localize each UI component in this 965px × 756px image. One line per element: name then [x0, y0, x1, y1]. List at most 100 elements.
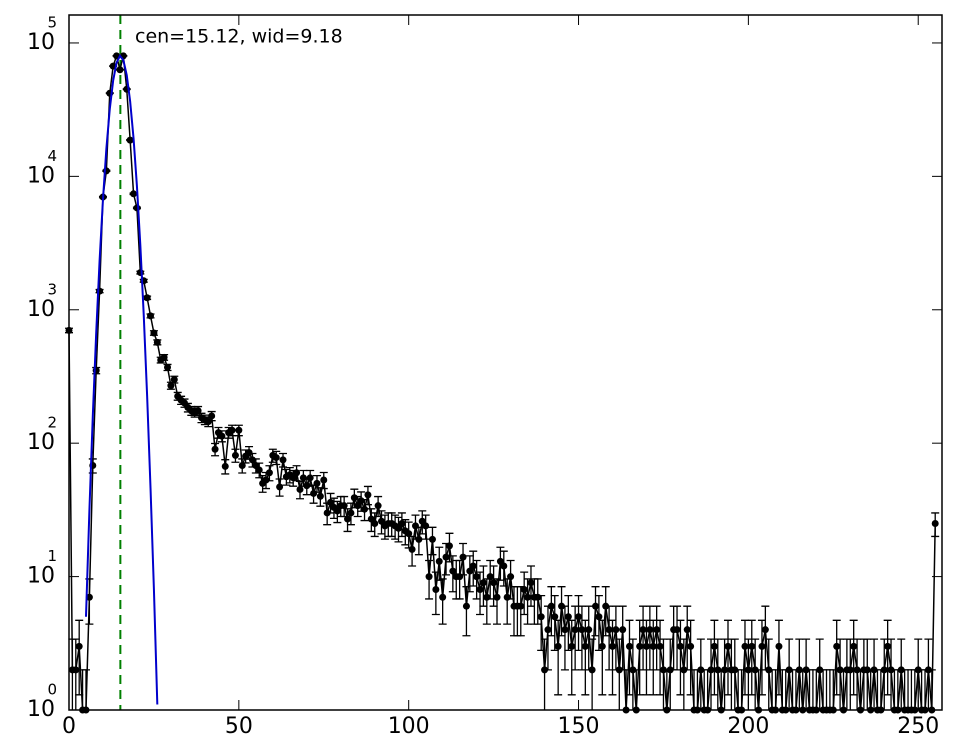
plot-area [69, 15, 942, 710]
data-point [547, 602, 555, 610]
plot-frame [68, 14, 943, 711]
data-point [354, 502, 362, 510]
error-bar [764, 638, 773, 710]
data-point [459, 553, 467, 561]
error-bar [550, 594, 559, 651]
error-bar [537, 594, 546, 651]
error-bar [785, 638, 794, 710]
data-point [493, 593, 501, 601]
data-point [673, 626, 681, 634]
data-point [456, 573, 464, 581]
error-bar [713, 638, 722, 710]
error-bar [880, 638, 889, 710]
error-bar [594, 594, 603, 651]
error-bar [795, 638, 804, 710]
data-point [884, 642, 892, 650]
y-tick-label: 10 [27, 297, 55, 322]
data-point [415, 535, 423, 543]
error-bar [676, 619, 685, 696]
data-point [262, 476, 270, 484]
data-point [592, 602, 600, 610]
data-point [344, 515, 352, 523]
error-bar [673, 605, 682, 671]
data-point [130, 190, 138, 198]
data-point [75, 642, 83, 650]
data-point [758, 642, 766, 650]
error-bar [730, 638, 739, 710]
data-point [126, 136, 134, 144]
data-point [428, 535, 436, 543]
data-point [350, 494, 358, 502]
error-bar [771, 669, 780, 710]
data-point [687, 642, 695, 650]
y-tick-exponent: 4 [47, 147, 57, 165]
error-bar [81, 669, 90, 710]
data-point [211, 445, 219, 453]
data-point [707, 666, 715, 674]
data-point [143, 294, 151, 302]
data-point [313, 479, 321, 487]
data-point [612, 626, 620, 634]
data-point [170, 376, 178, 384]
y-tick-exponent: 5 [47, 13, 57, 31]
error-bar [686, 619, 695, 696]
data-point [147, 312, 155, 320]
x-tick-label: 250 [897, 714, 939, 739]
data-point [588, 666, 596, 674]
data-point [361, 505, 369, 513]
error-bar [656, 619, 665, 696]
data-point [598, 642, 606, 650]
data-point [340, 502, 348, 510]
data-point [748, 642, 756, 650]
data-point [248, 456, 256, 464]
data-point [724, 642, 732, 650]
y-tick-label: 10 [27, 564, 55, 589]
data-point [503, 593, 511, 601]
data-point [310, 489, 318, 497]
error-bar [707, 638, 716, 710]
y-tick-exponent: 2 [47, 414, 57, 432]
data-point [585, 626, 593, 634]
error-bar [846, 638, 855, 710]
error-bar [622, 669, 631, 710]
data-point [164, 363, 172, 371]
error-bar [493, 578, 502, 625]
data-point [744, 666, 752, 674]
data-point [306, 474, 314, 482]
error-bar [751, 638, 760, 710]
data-point [833, 642, 841, 650]
data-point [761, 626, 769, 634]
data-point [581, 642, 589, 650]
data-point [527, 579, 535, 587]
error-bar [632, 669, 641, 710]
data-point [435, 557, 443, 565]
error-bar [615, 638, 624, 710]
data-point [625, 642, 633, 650]
error-bar [815, 638, 824, 710]
data-point [466, 567, 474, 575]
fit-line [84, 54, 159, 705]
data-point [296, 485, 304, 493]
error-bar [924, 638, 933, 710]
data-point [411, 522, 419, 530]
error-bar [71, 638, 80, 710]
data-point [398, 520, 406, 528]
y-tick-label: 10 [27, 30, 55, 55]
error-bar [564, 594, 573, 651]
data-point [551, 613, 559, 621]
data-point [931, 520, 939, 528]
error-bar [588, 638, 597, 710]
data-point [72, 666, 80, 674]
error-bar [737, 669, 746, 710]
error-bar [849, 619, 858, 696]
data-point [374, 502, 382, 510]
error-bar [870, 638, 879, 710]
data-point [231, 451, 239, 459]
data-point [609, 642, 617, 650]
data-point [653, 626, 661, 634]
data-point [479, 579, 487, 587]
error-bar [927, 669, 936, 710]
data-point [150, 329, 158, 337]
data-point [204, 418, 212, 426]
error-bar [639, 605, 648, 671]
